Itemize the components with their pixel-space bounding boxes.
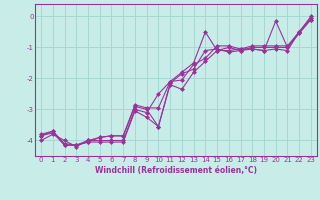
X-axis label: Windchill (Refroidissement éolien,°C): Windchill (Refroidissement éolien,°C) — [95, 166, 257, 175]
